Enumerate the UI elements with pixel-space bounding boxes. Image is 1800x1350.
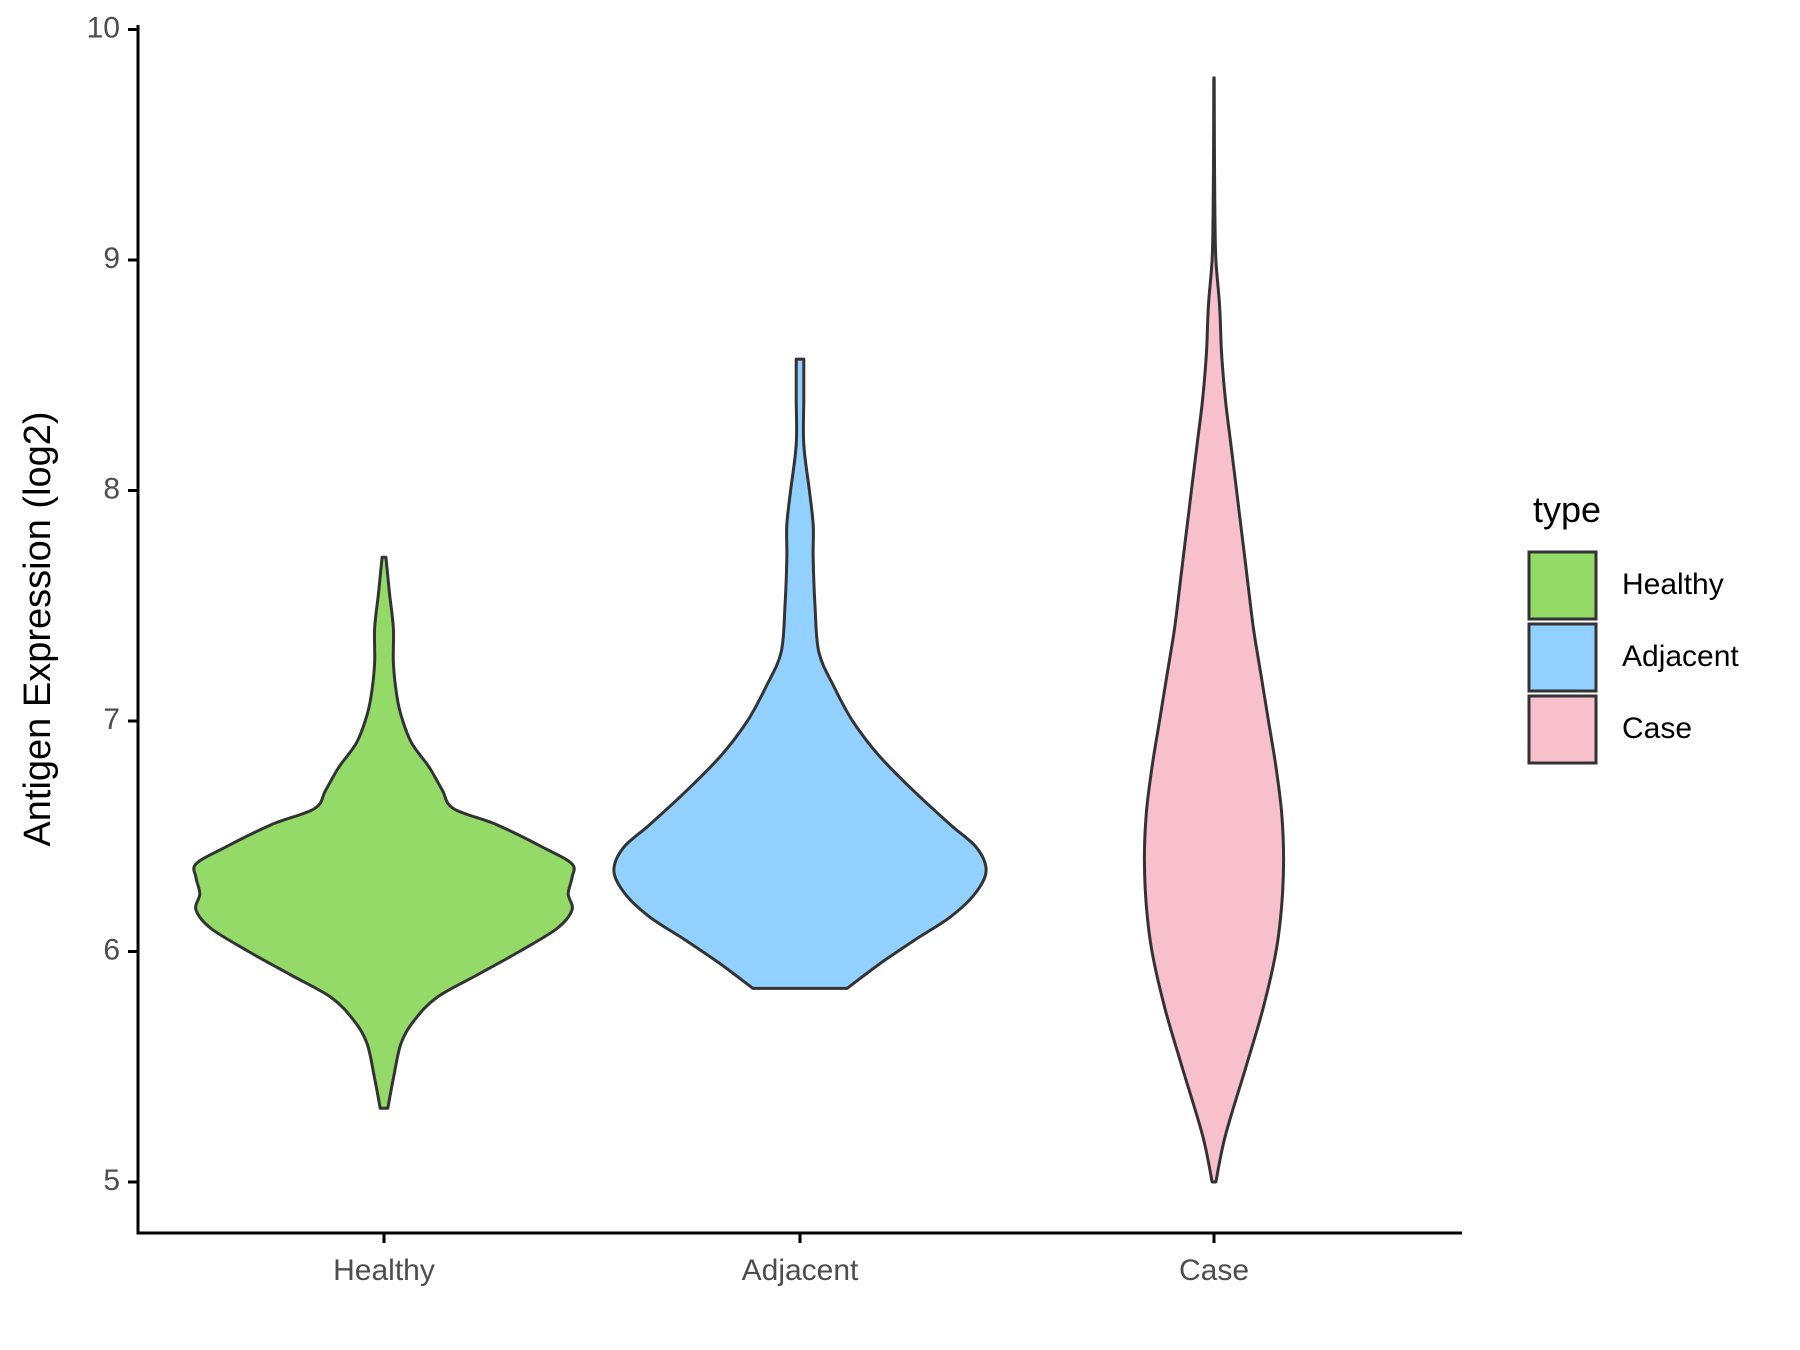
y-tick-label: 8 (103, 472, 120, 505)
x-tick-label: Healthy (333, 1254, 435, 1287)
y-tick-label: 9 (103, 242, 120, 275)
violins-layer (192, 76, 1286, 1184)
legend-swatch (1527, 694, 1598, 765)
violin-case (1142, 76, 1286, 1184)
y-tick-label: 5 (103, 1164, 120, 1197)
legend: type Healthy Adjacent Case (1527, 489, 1739, 765)
y-tick-label: 6 (103, 933, 120, 966)
y-ticks: 5 6 7 8 9 10 (87, 11, 138, 1197)
legend-swatch (1527, 550, 1598, 621)
legend-entries: Healthy Adjacent Case (1527, 550, 1739, 765)
legend-swatch (1527, 622, 1598, 693)
violin-healthy (192, 555, 576, 1110)
y-tick-label: 10 (87, 11, 120, 44)
legend-title: type (1533, 489, 1601, 530)
legend-label: Adjacent (1622, 640, 1739, 673)
axes-layer: 5 6 7 8 9 10 Healthy Adjacent Case (87, 11, 1462, 1287)
legend-label: Healthy (1622, 568, 1724, 601)
y-axis-title: Antigen Expression (log2) (17, 411, 59, 846)
x-ticks: Healthy Adjacent Case (333, 1233, 1249, 1287)
legend-label: Case (1622, 712, 1692, 745)
x-tick-label: Adjacent (742, 1254, 859, 1287)
y-tick-label: 7 (103, 703, 120, 736)
violin-adjacent (612, 357, 988, 990)
x-tick-label: Case (1179, 1254, 1249, 1287)
